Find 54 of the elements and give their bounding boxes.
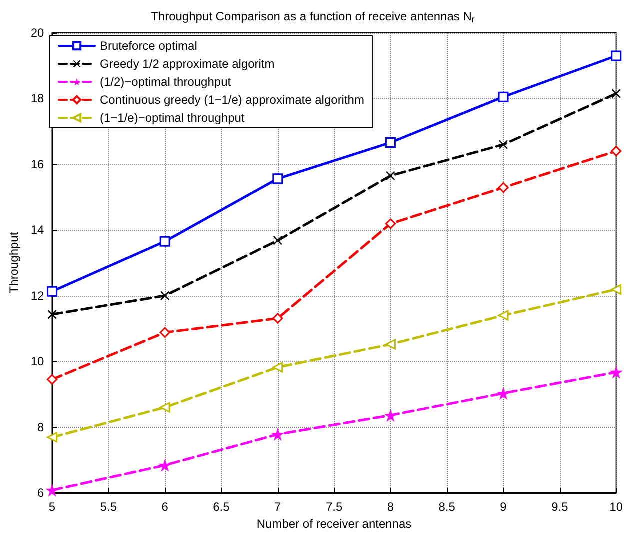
x-tick-label: 5 bbox=[48, 500, 56, 514]
point bbox=[47, 286, 58, 297]
y-tick-label: 16 bbox=[30, 157, 45, 172]
point bbox=[273, 236, 282, 246]
y-tick-label: 8 bbox=[38, 420, 45, 434]
point bbox=[160, 236, 170, 247]
y-axis-title: Throughput bbox=[7, 232, 21, 294]
x-tick-label: 6 bbox=[162, 500, 169, 514]
y-tick-label: 12 bbox=[30, 288, 45, 303]
point bbox=[47, 432, 58, 443]
x-tick-label: 8 bbox=[387, 500, 394, 514]
x-tick-label: 6.5 bbox=[213, 500, 230, 514]
point bbox=[272, 362, 284, 373]
point bbox=[271, 428, 284, 442]
legend-label: Greedy 1/2 approximate algoritm bbox=[100, 57, 275, 71]
point bbox=[385, 137, 396, 148]
x-tick-label: 9.5 bbox=[552, 500, 569, 514]
y-tick-label: 20 bbox=[30, 26, 45, 40]
y-tick-label: 18 bbox=[30, 92, 45, 106]
point bbox=[499, 140, 508, 150]
legend-label: Bruteforce optimal bbox=[100, 39, 198, 53]
point bbox=[498, 92, 509, 102]
point bbox=[611, 50, 622, 62]
point bbox=[612, 89, 621, 98]
point bbox=[160, 327, 170, 338]
x-tick-label: 7 bbox=[274, 500, 282, 514]
point bbox=[160, 402, 170, 413]
point bbox=[272, 174, 284, 184]
point bbox=[158, 458, 172, 472]
point bbox=[610, 366, 623, 379]
point bbox=[48, 310, 57, 320]
point bbox=[498, 310, 509, 321]
point bbox=[385, 218, 396, 230]
x-tick-label: 7.5 bbox=[326, 500, 343, 514]
point bbox=[498, 182, 509, 194]
x-tick-label: 9 bbox=[500, 500, 508, 514]
legend-label: (1−1/e)−optimal throughput bbox=[100, 111, 246, 125]
point bbox=[385, 339, 396, 350]
point bbox=[47, 374, 58, 385]
point bbox=[611, 146, 622, 157]
y-tick-label: 6 bbox=[38, 486, 45, 500]
x-tick-label: 10 bbox=[610, 500, 624, 514]
point bbox=[386, 171, 396, 180]
point bbox=[611, 284, 622, 295]
x-tick-label: 5.5 bbox=[100, 500, 118, 514]
y-tick-label: 10 bbox=[30, 354, 45, 369]
x-axis-title: Number of receiver antennas bbox=[256, 516, 412, 531]
point bbox=[160, 291, 170, 300]
legend-label: (1/2)−optimal throughput bbox=[100, 75, 232, 89]
x-tick-label: 8.5 bbox=[438, 500, 456, 514]
y-tick-label: 14 bbox=[30, 223, 45, 238]
point bbox=[384, 408, 398, 422]
point bbox=[272, 313, 284, 324]
legend-label: Continuous greedy (1−1/e) approximate algorithm bbox=[100, 93, 364, 107]
